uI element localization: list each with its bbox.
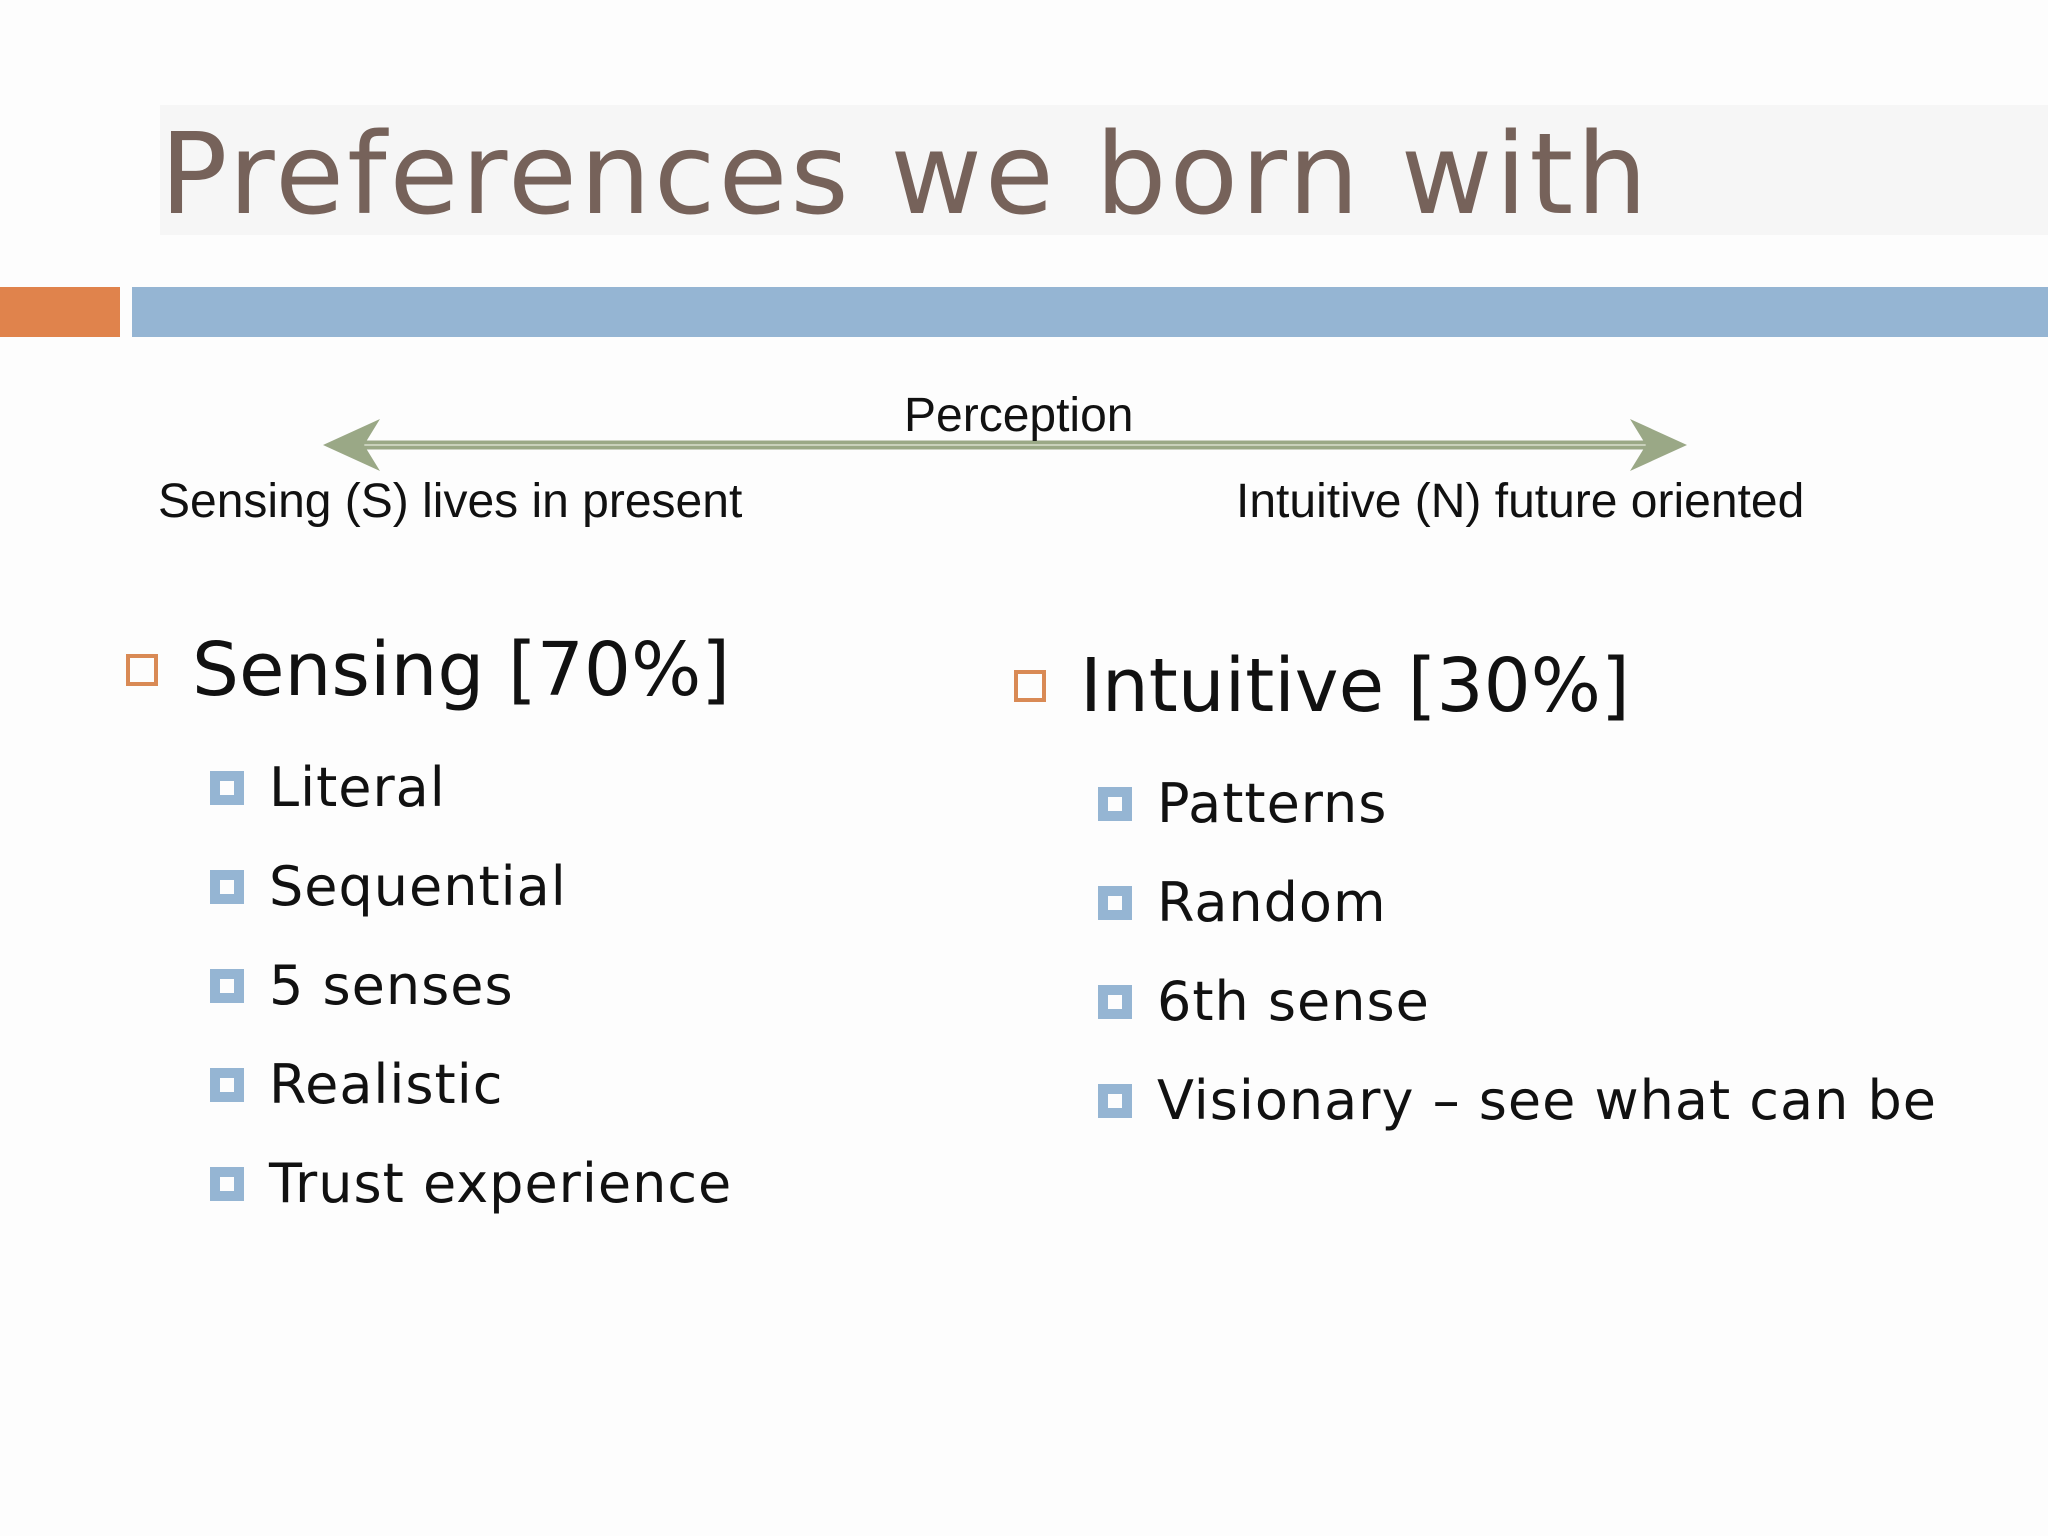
list-item-text: 6th sense — [1157, 970, 1430, 1033]
square-bullet-icon — [210, 1067, 244, 1102]
square-bullet-icon — [1014, 670, 1046, 702]
accent-bar-orange — [0, 287, 120, 337]
square-bullet-icon — [1098, 1083, 1132, 1118]
perception-label: Perception — [904, 389, 1134, 442]
square-bullet-icon — [210, 968, 244, 1003]
list-item: Realistic — [210, 1035, 732, 1134]
list-item: 5 senses — [210, 936, 732, 1035]
square-bullet-icon — [1098, 885, 1132, 920]
square-bullet-icon — [210, 1166, 244, 1201]
square-bullet-icon — [1098, 984, 1132, 1019]
square-bullet-icon — [1098, 786, 1132, 821]
list-item: Literal — [210, 738, 732, 837]
list-item-text: 5 senses — [269, 954, 514, 1017]
sensing-heading-bullet: Sensing [70%] — [126, 620, 732, 720]
list-item: 6th sense — [1098, 952, 1937, 1051]
list-item-text: Visionary – see what can be — [1157, 1069, 1937, 1132]
list-item: Random — [1098, 853, 1937, 952]
intuitive-list: Patterns Random 6th sense Visionary – se… — [1014, 754, 1937, 1150]
sensing-list: Literal Sequential 5 senses Realistic Tr… — [126, 738, 732, 1233]
double-arrow-icon — [323, 419, 1687, 471]
intuitive-heading: Intuitive [30%] — [1080, 643, 1630, 729]
list-item-text: Random — [1157, 871, 1387, 934]
slide-title: Preferences we born with — [160, 110, 1651, 240]
intuitive-heading-bullet: Intuitive [30%] — [1014, 636, 1937, 736]
list-item-text: Realistic — [269, 1053, 504, 1116]
list-item-text: Literal — [269, 756, 446, 819]
intuitive-column: Intuitive [30%] Patterns Random 6th sens… — [1014, 636, 1937, 1150]
title-band — [160, 105, 2048, 235]
square-bullet-icon — [210, 869, 244, 904]
sensing-heading: Sensing [70%] — [192, 627, 731, 713]
list-item: Sequential — [210, 837, 732, 936]
sensing-pole-label: Sensing (S) lives in present — [158, 475, 743, 528]
list-item-text: Trust experience — [269, 1152, 733, 1215]
square-bullet-icon — [210, 770, 244, 805]
intuitive-pole-label: Intuitive (N) future oriented — [1236, 475, 1805, 528]
accent-bar-blue — [132, 287, 2048, 337]
list-item-text: Patterns — [1157, 772, 1388, 835]
list-item: Trust experience — [210, 1134, 732, 1233]
sensing-column: Sensing [70%] Literal Sequential 5 sense… — [126, 620, 732, 1233]
list-item: Patterns — [1098, 754, 1937, 853]
list-item: Visionary – see what can be — [1098, 1051, 1937, 1150]
list-item-text: Sequential — [269, 855, 567, 918]
square-bullet-icon — [126, 654, 158, 686]
